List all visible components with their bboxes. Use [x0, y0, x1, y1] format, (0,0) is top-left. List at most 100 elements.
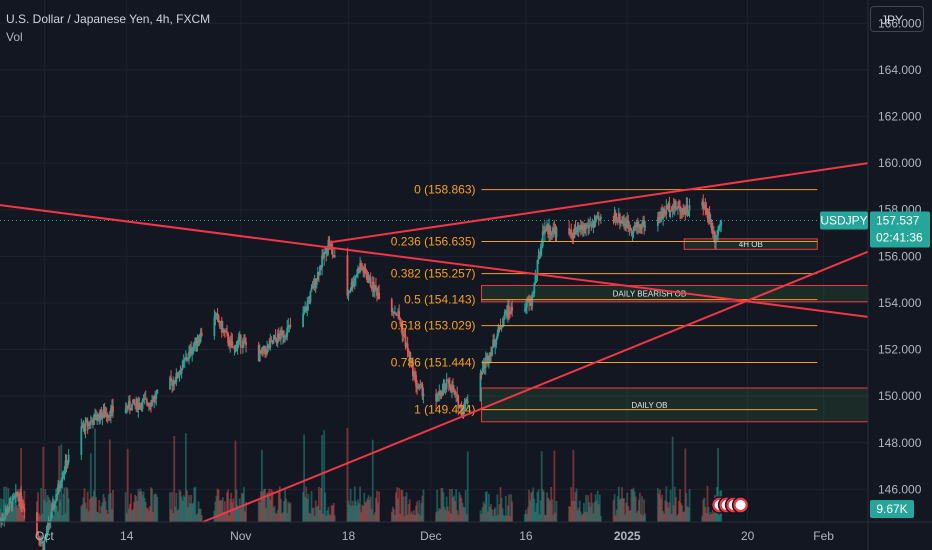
candle-body	[320, 266, 322, 268]
volume-bar	[192, 502, 195, 522]
candle-body	[58, 484, 61, 489]
candle-body	[495, 338, 498, 345]
time-axis[interactable]: Oct 14 Nov 18 Dec 16 2025 20 Feb	[0, 521, 932, 543]
volume-bar	[183, 496, 186, 522]
candle-body	[542, 231, 545, 234]
zone-label: DAILY OB	[631, 401, 667, 410]
currency-button[interactable]: JPY	[870, 6, 924, 32]
symbol-title[interactable]: U.S. Dollar / Japanese Yen, 4h, FXCM	[6, 12, 211, 26]
volume-bar	[3, 486, 6, 522]
candle-body	[350, 281, 353, 290]
candle-body	[39, 540, 42, 544]
candle-body	[549, 226, 552, 235]
volume-bar	[672, 505, 675, 522]
volume-bar	[390, 511, 393, 522]
candle-body	[144, 398, 147, 400]
volume-bar	[153, 494, 156, 522]
volume-badge-bg	[870, 500, 914, 518]
candle-body	[93, 415, 95, 426]
candle-body	[240, 346, 243, 348]
price-axis[interactable]: 166.000164.000162.000160.000158.000156.0…	[867, 0, 922, 550]
candle-body	[60, 481, 63, 487]
candle-body	[483, 362, 486, 368]
candle-body	[19, 492, 21, 502]
candle-body	[307, 300, 310, 304]
volume-bar	[658, 493, 660, 522]
volume-bar	[363, 492, 366, 522]
candle-body	[173, 380, 176, 384]
volume-bar	[663, 513, 666, 522]
volume-bar	[704, 506, 707, 522]
candle-body	[455, 394, 458, 396]
volume-bar	[443, 507, 446, 522]
candle-body	[315, 279, 318, 286]
event-icons[interactable]	[710, 496, 750, 514]
volume-bar	[321, 435, 323, 522]
volume-bar	[238, 498, 241, 522]
candle-body	[586, 225, 589, 227]
trendline-upper-resistance	[329, 162, 869, 244]
volume-indicator-label[interactable]: Vol	[6, 30, 23, 44]
volume-bar	[369, 496, 372, 522]
volume-bar	[406, 514, 409, 522]
time-tick-label: Dec	[420, 529, 441, 543]
volume-bar	[2, 499, 5, 522]
volume-bar	[318, 486, 320, 522]
volume-bar	[414, 515, 416, 522]
candle-body	[442, 386, 445, 392]
candle-body	[588, 224, 591, 229]
candle-body	[372, 281, 375, 292]
volume-bar	[370, 509, 373, 522]
volume-bar	[459, 494, 462, 522]
candle-body	[553, 228, 556, 231]
candle-body	[623, 221, 625, 225]
volume-bar	[307, 493, 310, 522]
volume-bar	[350, 506, 353, 522]
candle-body	[439, 391, 442, 396]
volume-bar	[529, 500, 531, 522]
candle-body	[491, 347, 493, 356]
volume-bar	[137, 489, 140, 522]
candle-body	[687, 210, 690, 213]
order-block-zone	[683, 238, 818, 250]
volume-bar	[616, 496, 619, 522]
candle-body	[378, 292, 380, 300]
candle-body	[399, 318, 402, 324]
volume-bar	[82, 497, 85, 522]
volume-bar	[9, 509, 12, 522]
candle-body	[333, 255, 336, 258]
volume-bar	[273, 505, 276, 522]
fibonacci-retracement[interactable]: 0 (158.863) 0.236 (156.635) 0.382 (155.257…	[391, 183, 818, 417]
trendlines[interactable]	[0, 162, 869, 523]
candle-body	[407, 351, 410, 353]
volume-bar	[398, 487, 401, 522]
volume-bar	[224, 501, 226, 522]
volume-bar	[173, 435, 176, 522]
candle-body	[552, 228, 555, 233]
volume-bar	[365, 501, 368, 522]
volume-bar	[104, 501, 107, 522]
volume-bar	[687, 507, 690, 522]
volume-bar	[266, 492, 269, 522]
volume-bar	[218, 500, 221, 522]
volume-bar	[442, 492, 445, 522]
candle-body	[237, 337, 240, 342]
candle-body	[531, 294, 534, 307]
candle-body	[126, 405, 129, 409]
volume-bar	[378, 491, 380, 522]
volume-bar	[98, 500, 101, 522]
candle-body	[258, 350, 261, 362]
candle-body	[667, 203, 670, 210]
candle-body	[633, 225, 636, 227]
candle-body	[262, 348, 264, 351]
candle-body	[62, 473, 65, 478]
candle-body	[332, 255, 335, 258]
volume-bar	[59, 499, 62, 522]
candle-body	[226, 331, 228, 334]
candle-body	[400, 323, 403, 326]
candle-body	[411, 361, 414, 377]
volume-bar	[416, 501, 419, 522]
volume-bar	[0, 508, 1, 522]
volume-bar	[46, 494, 49, 522]
